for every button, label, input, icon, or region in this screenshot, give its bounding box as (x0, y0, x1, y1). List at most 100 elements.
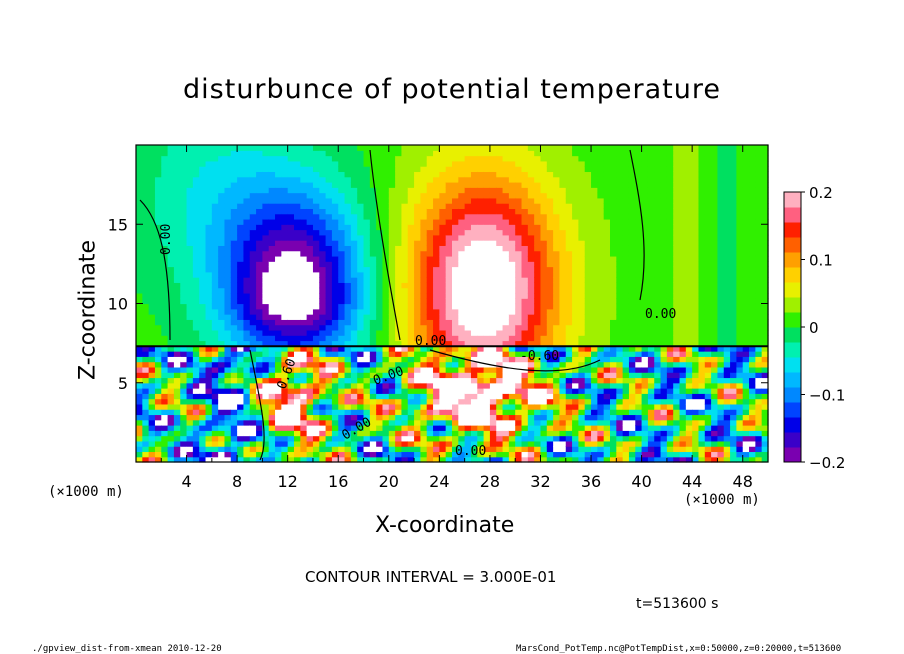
heatmap-cell (458, 456, 466, 463)
heatmap-cell (464, 351, 472, 357)
heatmap-cell (376, 329, 384, 336)
heatmap-cell (452, 335, 459, 342)
heatmap-cell (262, 435, 270, 442)
heatmap-cell (300, 176, 308, 183)
heatmap-cell (483, 181, 491, 188)
heatmap-cell (325, 160, 333, 167)
heatmap-cell (243, 171, 251, 178)
heatmap-cell (205, 213, 213, 220)
heatmap-cell (414, 303, 421, 310)
heatmap-cell (534, 197, 542, 204)
heatmap-cell (445, 234, 453, 241)
heatmap-cell (388, 329, 396, 336)
heatmap-cell (230, 308, 238, 315)
heatmap-cell (641, 319, 649, 326)
heatmap-cell (572, 266, 579, 273)
heatmap-cell (136, 250, 143, 257)
heatmap-cell (622, 203, 630, 209)
heatmap-cell (591, 398, 598, 405)
heatmap-cell (407, 192, 415, 199)
heatmap-cell (445, 171, 453, 178)
heatmap-cell (205, 314, 213, 320)
heatmap-cell (433, 351, 440, 357)
heatmap-cell (622, 314, 630, 320)
heatmap-cell (578, 250, 586, 257)
heatmap-cell (262, 250, 270, 257)
heatmap-cell (281, 414, 289, 421)
heatmap-cell (243, 213, 251, 220)
heatmap-cell (628, 155, 636, 162)
heatmap-cell (470, 213, 478, 220)
heatmap-cell (565, 456, 573, 463)
heatmap-cell (546, 234, 554, 241)
heatmap-cell (584, 287, 592, 294)
heatmap-cell (407, 261, 415, 268)
heatmap-cell (502, 356, 510, 363)
heatmap-cell (218, 245, 226, 252)
heatmap-cell (312, 155, 320, 162)
heatmap-cell (268, 292, 276, 299)
heatmap-cell (287, 388, 295, 394)
heatmap-cell (237, 345, 245, 352)
heatmap-cell (559, 419, 567, 426)
heatmap-cell (243, 261, 251, 268)
heatmap-cell (635, 245, 643, 252)
heatmap-cell (635, 451, 643, 458)
heatmap-cell (420, 229, 428, 236)
heatmap-cell (591, 319, 598, 326)
heatmap-cell (439, 261, 447, 268)
heatmap-cell (477, 366, 485, 373)
heatmap-cell (199, 197, 207, 204)
heatmap-cell (452, 398, 459, 405)
heatmap-cell (300, 240, 308, 246)
heatmap-cell (395, 319, 403, 326)
heatmap-cell (616, 261, 624, 268)
heatmap-cell (294, 398, 301, 405)
heatmap-cell (515, 419, 523, 426)
heatmap-cell (426, 451, 434, 458)
heatmap-cell (237, 250, 245, 257)
heatmap-cell (192, 261, 200, 268)
heatmap-cell (452, 356, 459, 363)
heatmap-cell (281, 440, 289, 447)
heatmap-cell (654, 181, 662, 188)
heatmap-cell (420, 361, 428, 368)
heatmap-cell (641, 203, 649, 209)
heatmap-cell (489, 351, 497, 357)
heatmap-cell (154, 292, 162, 299)
heatmap-cell (534, 213, 542, 220)
heatmap-cell (319, 203, 327, 209)
heatmap-cell (376, 181, 384, 188)
heatmap-cell (249, 425, 257, 431)
heatmap-cell (426, 414, 434, 421)
heatmap-cell (527, 203, 535, 209)
heatmap-cell (312, 176, 320, 183)
heatmap-cell (489, 266, 497, 273)
heatmap-cell (553, 203, 561, 209)
heatmap-cell (287, 403, 295, 410)
heatmap-cell (268, 150, 276, 157)
heatmap-cell (224, 319, 232, 326)
heatmap-cell (167, 345, 175, 352)
heatmap-cell (331, 451, 339, 458)
heatmap-cell (477, 271, 485, 278)
heatmap-cell (388, 377, 396, 384)
heatmap-cell (540, 187, 548, 194)
heatmap-cell (559, 303, 567, 310)
heatmap-cell (527, 361, 535, 368)
heatmap-cell (546, 266, 554, 273)
heatmap-cell (287, 213, 295, 220)
heatmap-cell (641, 356, 649, 363)
heatmap-cell (237, 319, 245, 326)
heatmap-cell (230, 266, 238, 273)
heatmap-cell (275, 298, 282, 305)
heatmap-cell (521, 160, 529, 167)
heatmap-cell (483, 340, 491, 347)
heatmap-cell (237, 261, 245, 268)
heatmap-cell (559, 245, 567, 252)
heatmap-cell (401, 398, 409, 405)
heatmap-cell (489, 261, 497, 268)
heatmap-cell (635, 176, 643, 183)
heatmap-cell (357, 250, 365, 257)
heatmap-cell (628, 366, 636, 373)
